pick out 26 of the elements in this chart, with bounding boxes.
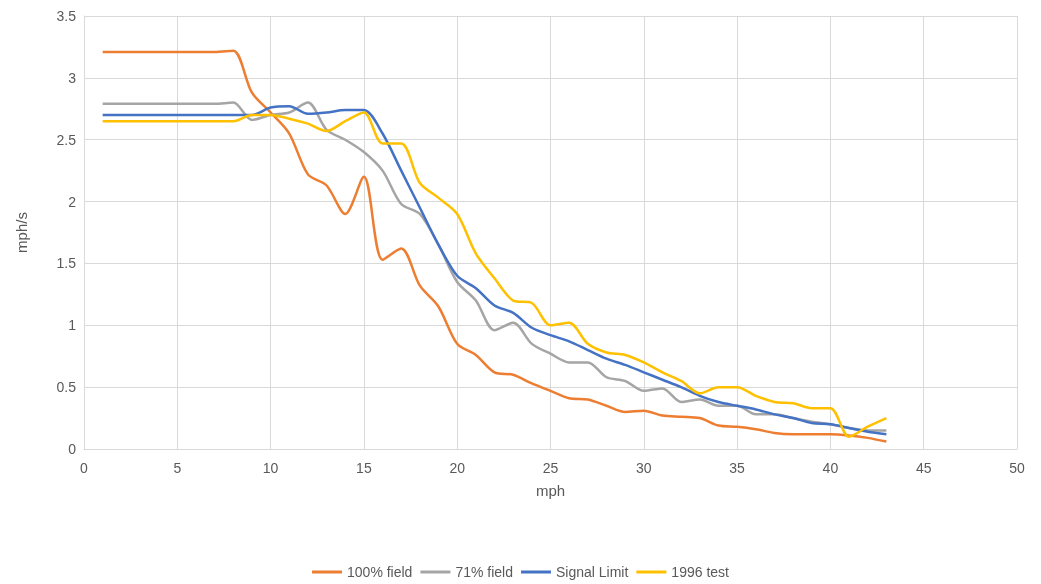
y-tick-label: 2: [68, 193, 77, 210]
y-tick-label: 0.5: [56, 379, 77, 396]
x-tick-label: 10: [262, 460, 279, 476]
y-tick-label: 3.5: [56, 8, 77, 24]
x-tick-label: 5: [173, 460, 182, 476]
y-axis-title: mph/s: [13, 212, 30, 253]
x-tick-label: 0: [80, 460, 89, 476]
x-tick-label: 45: [915, 460, 932, 476]
x-tick-label: 40: [822, 460, 839, 476]
legend-label: 1996 test: [671, 564, 730, 580]
legend-label: Signal Limit: [556, 564, 629, 580]
line-series: [101, 49, 888, 443]
x-tick-label: 15: [356, 460, 372, 476]
x-tick-label: 20: [449, 460, 466, 476]
y-tick-label: 3: [68, 69, 77, 86]
legend-label: 100% field: [347, 564, 413, 580]
x-tick-label: 25: [542, 460, 559, 476]
x-tick-label: 35: [729, 460, 746, 476]
y-tick-label: 1: [68, 317, 77, 334]
y-tick-label: 1.5: [56, 255, 77, 272]
legend-label: 71% field: [455, 564, 513, 580]
y-tick-label: 2.5: [56, 131, 77, 148]
x-tick-label: 50: [1009, 460, 1025, 476]
y-tick-label: 0: [68, 441, 77, 457]
x-tick-label: 30: [636, 460, 652, 476]
x-axis-title: mph: [535, 482, 566, 499]
